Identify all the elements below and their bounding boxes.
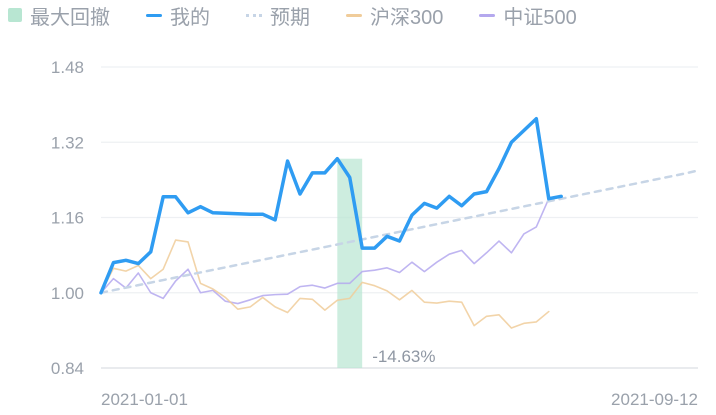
drawdown-region: -14.63% [337, 158, 436, 368]
legend-swatch-csi500 [479, 13, 496, 17]
legend-swatch-mine [146, 13, 162, 17]
y-axis-ticks: 1.48 1.32 1.16 1.00 0.84 [51, 58, 84, 378]
series-lines [99, 116, 700, 329]
x-tick-label-start: 2021-01-01 [101, 390, 188, 409]
drawdown-label: -14.63% [372, 347, 435, 366]
gridlines [101, 66, 698, 369]
y-tick-label: 1.32 [51, 133, 84, 152]
chart-legend: 最大回撤 我的 预期 沪深300 中证500 [0, 0, 613, 30]
legend-item-max-drawdown[interactable]: 最大回撤 [8, 1, 110, 30]
legend-swatch-expected [246, 13, 262, 17]
legend-swatch-csi300 [346, 13, 362, 17]
legend-label-csi500: 中证500 [503, 6, 577, 29]
legend-item-csi500[interactable]: 中证500 [479, 1, 577, 30]
legend-label-expected: 预期 [270, 6, 310, 29]
legend-label-mine: 我的 [170, 6, 210, 29]
legend-label-csi300: 沪深300 [370, 6, 444, 29]
series-line-3 [100, 197, 550, 305]
x-axis-ticks: 2021-01-01 2021-09-12 [101, 390, 698, 409]
legend-item-csi300[interactable]: 沪深300 [346, 1, 443, 30]
legend-swatch-max-drawdown [8, 8, 22, 22]
legend-label-max-drawdown: 最大回撤 [30, 6, 110, 29]
drawdown-band [337, 158, 363, 368]
x-tick-label-end: 2021-09-12 [611, 390, 698, 409]
series-line-0 [99, 116, 563, 295]
series-line-1 [99, 169, 700, 294]
legend-item-mine[interactable]: 我的 [146, 1, 210, 30]
series-line-2 [100, 239, 550, 329]
y-tick-label: 0.84 [51, 359, 84, 378]
y-tick-label: 1.48 [51, 58, 84, 77]
y-tick-label: 1.16 [51, 209, 84, 228]
legend-item-expected[interactable]: 预期 [246, 1, 310, 30]
y-tick-label: 1.00 [51, 284, 84, 303]
